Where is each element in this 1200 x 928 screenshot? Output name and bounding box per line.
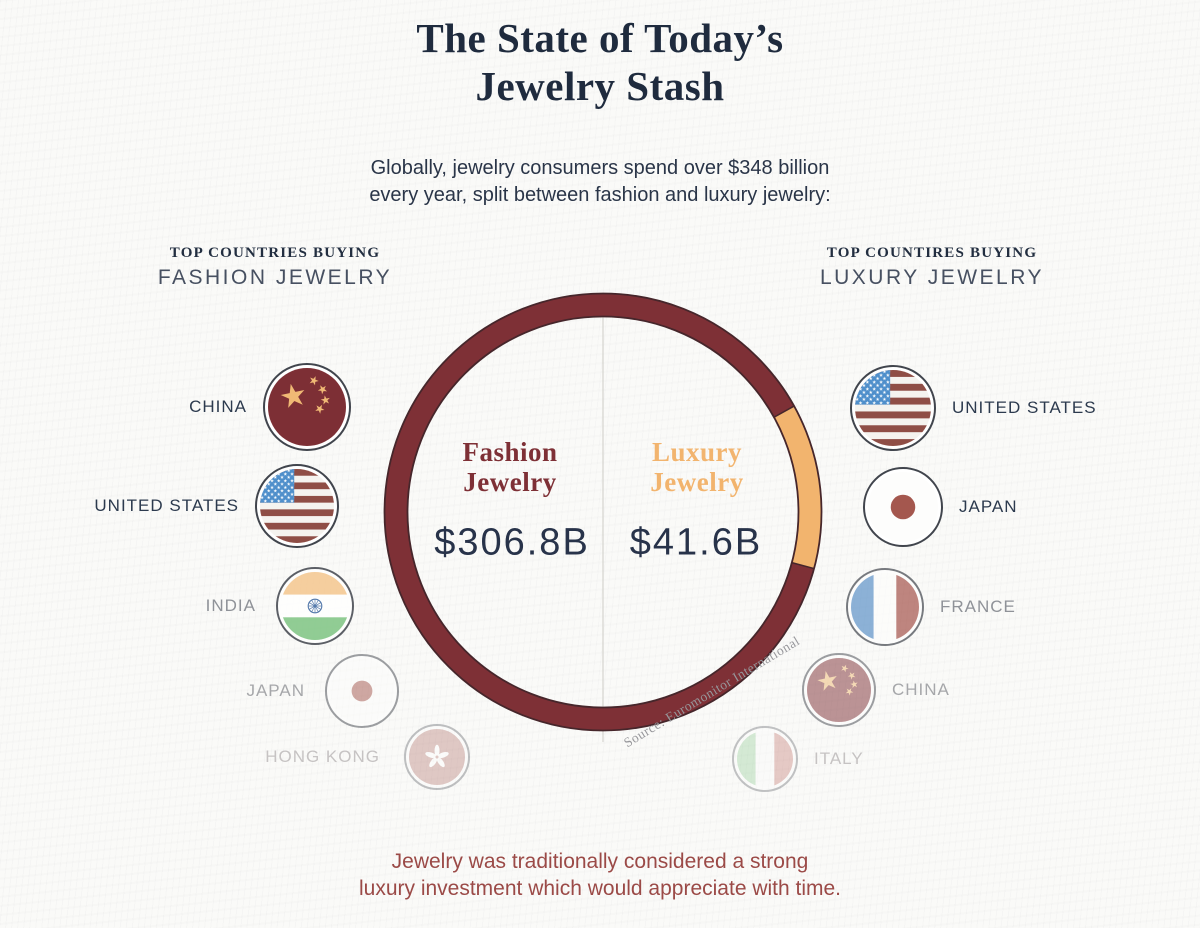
china-flag-badge (263, 363, 351, 451)
us-flag-badge-right (850, 365, 936, 451)
donut-ring-graphic (383, 292, 823, 749)
donut-chart (373, 282, 833, 749)
luxury-segment-label: Luxury Jewelry (650, 437, 744, 497)
page-title: The State of Today’s Jewelry Stash (0, 14, 1200, 110)
italy-flag-badge (732, 726, 798, 792)
us-flag-icon (260, 469, 334, 543)
japan-flag-icon (868, 472, 938, 542)
luxury-country-label-japan: JAPAN (959, 497, 1018, 516)
luxury-country-label-france: FRANCE (940, 597, 1016, 616)
fashion-country-label-hong-kong: HONG KONG (265, 747, 380, 766)
luxury-column-heading: TOP COUNTIRES BUYING LUXURY JEWELRY (762, 245, 1102, 290)
china-flag-icon (807, 658, 871, 722)
segment-separator-top (773, 405, 795, 418)
luxury-segment-value: $41.6B (629, 521, 763, 564)
ring-outer-outline (383, 292, 823, 732)
italy-flag-icon (737, 731, 793, 787)
page-title-line1: The State of Today’s (416, 15, 784, 61)
segment-separator-bottom (791, 561, 815, 570)
footer-caption-line1: Jewelry was traditionally considered a s… (391, 850, 809, 873)
fashion-segment-value: $306.8B (434, 521, 590, 564)
japan-flag-badge-left (325, 654, 399, 728)
india-flag-badge (276, 567, 354, 645)
fashion-country-label-india: INDIA (205, 596, 256, 615)
hong-kong-flag-badge (404, 724, 470, 790)
us-flag-badge-left (255, 464, 339, 548)
luxury-country-label-china: CHINA (892, 680, 950, 699)
fashion-country-label-china: CHINA (189, 397, 247, 416)
fashion-column-heading: TOP COUNTRIES BUYING FASHION JEWELRY (105, 245, 445, 290)
france-flag-badge (846, 568, 924, 646)
subtitle-line2: every year, split between fashion and lu… (369, 184, 831, 206)
subtitle-line1: Globally, jewelry consumers spend over $… (370, 157, 830, 179)
fashion-country-label-japan: JAPAN (246, 681, 305, 700)
luxury-ring-segment (773, 406, 822, 569)
fashion-country-label-united-states: UNITED STATES (94, 496, 239, 515)
footer-caption-line2: luxury investment which would appreciate… (358, 877, 842, 900)
china-flag-icon (268, 368, 346, 446)
luxury-heading-top: TOP COUNTIRES BUYING (826, 245, 1038, 261)
fashion-segment-label: Fashion Jewelry (462, 437, 558, 497)
hong-kong-flag-icon (409, 729, 465, 785)
luxury-heading-bottom: LUXURY JEWELRY (819, 266, 1045, 289)
japan-flag-badge-right (863, 467, 943, 547)
subtitle: Globally, jewelry consumers spend over $… (0, 155, 1200, 209)
footer-caption: Jewelry was traditionally considered a s… (0, 848, 1200, 902)
ring-inner-outline (406, 315, 800, 709)
india-flag-icon (281, 572, 349, 640)
luxury-country-label-united-states: UNITED STATES (952, 398, 1097, 417)
luxury-country-label-italy: ITALY (814, 749, 864, 768)
japan-flag-icon (330, 659, 394, 723)
fashion-heading-top: TOP COUNTRIES BUYING (169, 245, 381, 261)
france-flag-icon (851, 573, 919, 641)
fashion-heading-bottom: FASHION JEWELRY (157, 266, 393, 289)
page-title-line2: Jewelry Stash (475, 63, 725, 109)
us-flag-icon (855, 370, 931, 446)
china-flag-badge-right (802, 653, 876, 727)
